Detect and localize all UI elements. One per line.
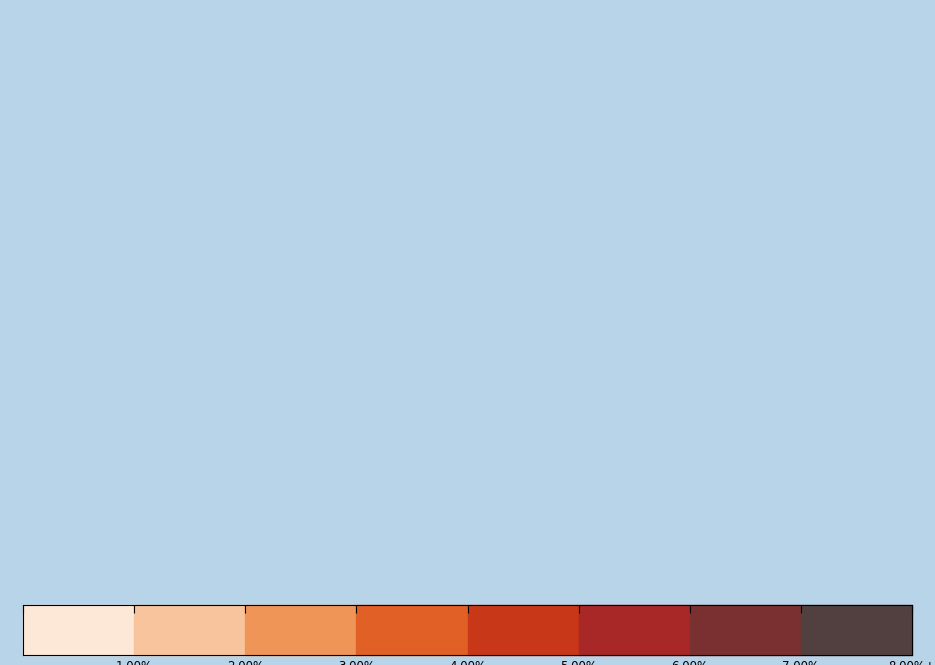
Bar <box>800 605 912 655</box>
Bar <box>468 605 579 655</box>
Bar <box>356 605 468 655</box>
Bar <box>135 605 245 655</box>
Bar <box>245 605 356 655</box>
Bar <box>23 605 135 655</box>
Bar <box>579 605 690 655</box>
Bar <box>690 605 800 655</box>
